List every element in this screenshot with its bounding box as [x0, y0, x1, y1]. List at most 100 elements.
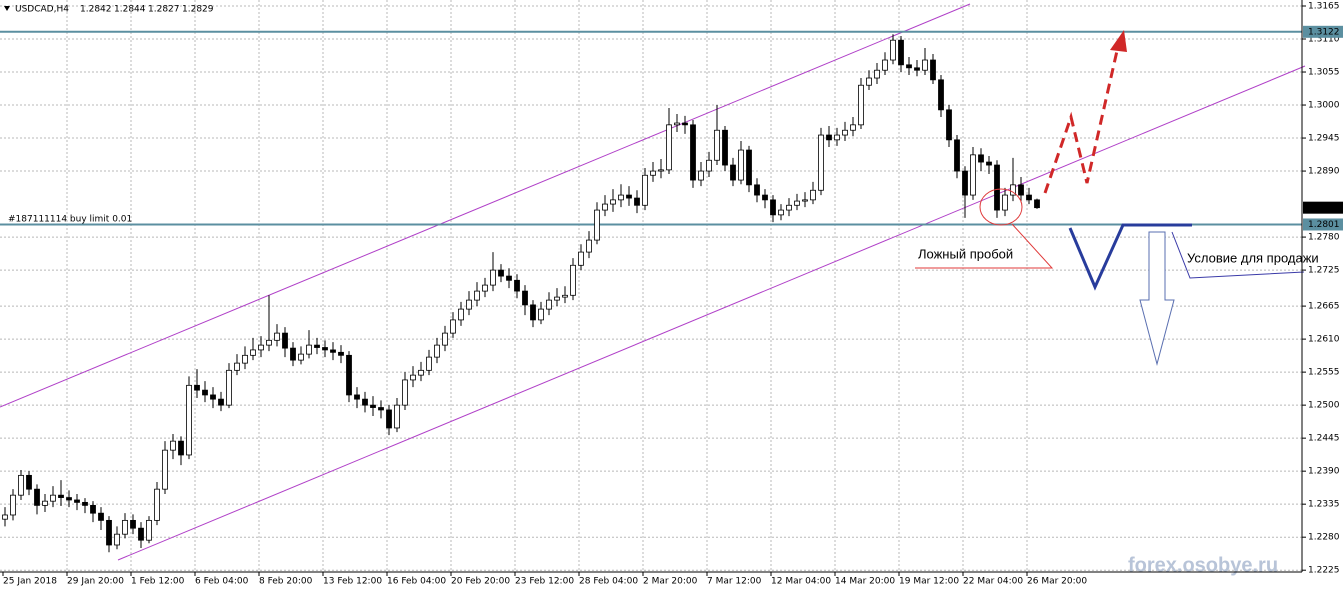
current-price-box [1303, 201, 1343, 214]
symbol: USDCAD,H4 [15, 5, 69, 15]
candle-body [202, 389, 208, 396]
candle-body [370, 404, 376, 408]
level-label-box [1303, 218, 1343, 231]
candle-body [586, 239, 592, 253]
candle-body [250, 349, 256, 356]
y-tick-label: 1.2610 [1308, 335, 1340, 345]
header-close: 1.2829 [182, 5, 214, 15]
y-tick-label: 1.2390 [1308, 467, 1340, 477]
candle-body [394, 404, 400, 429]
header-open: 1.2842 [80, 5, 112, 15]
header-menu-icon[interactable] [4, 6, 10, 11]
level-label: 1.3122 [1308, 27, 1340, 37]
candle-body [850, 124, 856, 131]
candle-body [962, 170, 968, 196]
sell-down-arrow [1139, 231, 1175, 366]
false-break-circle [979, 188, 1023, 226]
candle-body [42, 500, 48, 506]
candle-body [186, 384, 192, 456]
candle-body [442, 332, 448, 346]
candle-body [922, 59, 928, 71]
level-label-box [1303, 25, 1343, 38]
candle-body [18, 474, 24, 496]
candle-body [322, 347, 328, 351]
y-tick-label: 1.2335 [1308, 500, 1340, 510]
candle-body [842, 129, 848, 136]
candle-body [714, 129, 720, 161]
candle-body [234, 362, 240, 371]
buy-scenario-arrow [1043, 41, 1121, 194]
candle-body [434, 344, 440, 358]
candle-body [762, 194, 768, 201]
candle-body [1018, 184, 1024, 196]
candle-body [162, 449, 168, 490]
candle-body [218, 398, 224, 406]
candle-body [754, 184, 760, 196]
candle-body [98, 512, 104, 521]
candles-layer [2, 34, 1040, 553]
candle-body [210, 394, 216, 400]
candle-body [242, 354, 248, 364]
sell-condition-pointer [1171, 231, 1305, 279]
candle-body [346, 354, 352, 396]
x-tick-label: 23 Feb 12:00 [515, 577, 574, 587]
candle-body [282, 332, 288, 349]
candle-body [786, 204, 792, 211]
candle-body [690, 124, 696, 181]
candle-body [90, 504, 96, 514]
x-tick-label: 2 Mar 20:00 [643, 577, 698, 587]
candle-body [514, 279, 520, 292]
x-tick-label: 8 Feb 20:00 [259, 577, 313, 587]
candle-body [1002, 194, 1008, 211]
y-tick-label: 1.3165 [1308, 2, 1340, 12]
candle-body [978, 154, 984, 163]
channel-lower [117, 65, 1306, 561]
candle-body [362, 398, 368, 406]
y-tick-label: 1.2890 [1308, 167, 1340, 177]
candle-body [314, 344, 320, 348]
candle-body [938, 79, 944, 111]
candle-body [466, 299, 472, 310]
candle-body [890, 39, 896, 61]
x-tick-label: 16 Feb 04:00 [387, 577, 446, 587]
candle-body [530, 304, 536, 321]
watermark: forex.osobye.ru [1128, 554, 1278, 576]
candle-body [74, 499, 80, 503]
x-tick-label: 7 Mar 12:00 [707, 577, 762, 587]
x-tick-label: 25 Jan 2018 [3, 577, 57, 587]
candle-body [794, 200, 800, 206]
candle-body [778, 209, 784, 216]
candle-body [722, 129, 728, 166]
candle-body [634, 197, 640, 206]
candle-body [954, 139, 960, 172]
candle-body [130, 519, 136, 529]
candle-body [474, 290, 480, 301]
candle-body [114, 533, 120, 546]
candle-body [946, 109, 952, 141]
candle-body [82, 501, 88, 506]
candle-body [882, 59, 888, 71]
candle-body [178, 440, 184, 456]
y-tick-label: 1.3000 [1308, 101, 1340, 111]
candle-body [658, 169, 664, 172]
sell-scenario-v [1068, 223, 1192, 291]
candle-body [986, 161, 992, 166]
x-tick-label: 1 Feb 12:00 [131, 577, 185, 587]
candle-body [1010, 184, 1016, 196]
buy-scenario-arrowhead [1110, 30, 1127, 52]
y-tick-label: 1.2665 [1308, 302, 1340, 312]
candle-body [354, 394, 360, 400]
x-tick-label: 19 Mar 12:00 [899, 577, 959, 587]
candle-body [770, 199, 776, 216]
candle-body [266, 339, 272, 346]
candle-body [810, 189, 816, 201]
candle-body [26, 474, 32, 490]
candle-body [642, 174, 648, 206]
candle-body [538, 308, 544, 321]
x-tick-label: 26 Mar 20:00 [1027, 577, 1087, 587]
y-tick-label: 1.3110 [1308, 35, 1340, 45]
candle-body [306, 344, 312, 355]
x-tick-label: 14 Mar 20:00 [835, 577, 895, 587]
y-tick-label: 1.2780 [1308, 233, 1340, 243]
